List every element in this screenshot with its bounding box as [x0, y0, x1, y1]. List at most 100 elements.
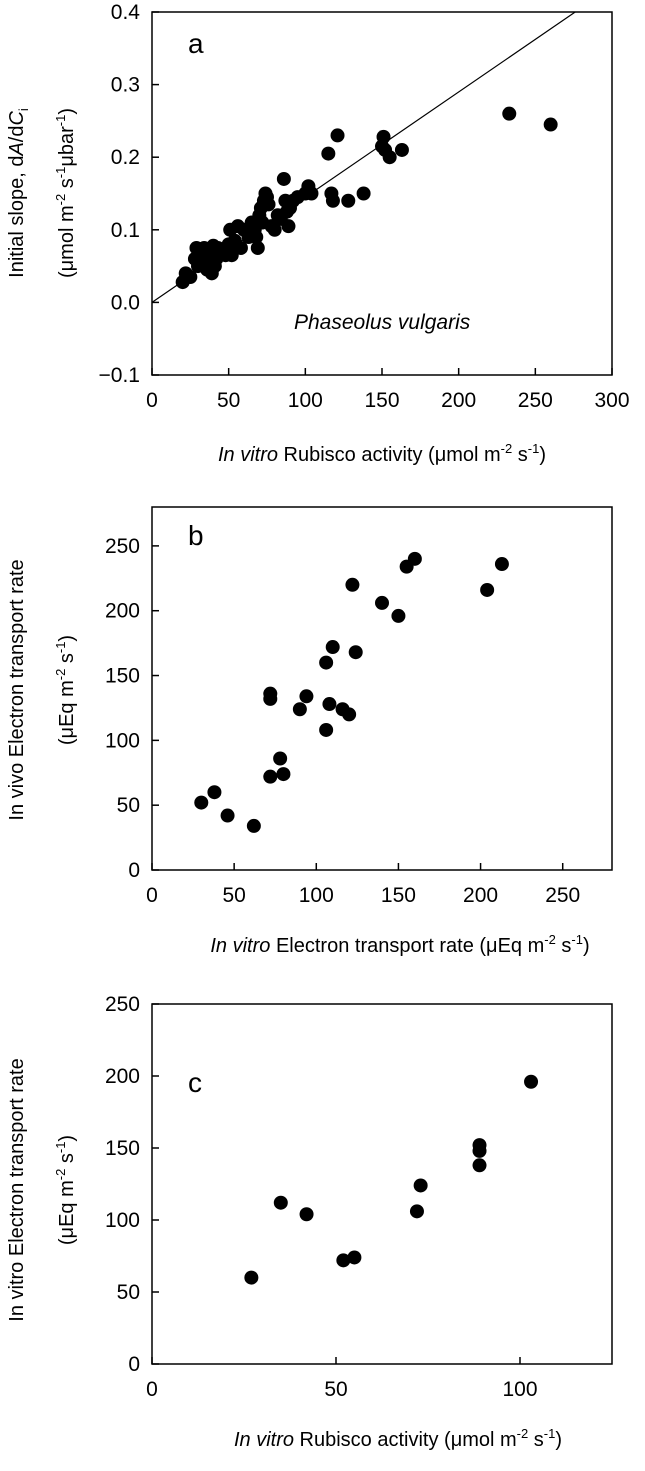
- panel-b-data-point: [494, 557, 509, 572]
- panel-c: 0 50 100 0 50 100 150 200 250 c In vitro Rubisc…: [6, 993, 613, 1451]
- panel-b-frame: [151, 506, 613, 871]
- panel-a-x-tick-label: 100: [288, 389, 323, 412]
- panel-b-points: [194, 551, 509, 833]
- panel-b-data-point: [319, 722, 334, 737]
- panel-b-data-point: [246, 818, 261, 833]
- panel-c-x-ticks: 0 50 100: [146, 1357, 538, 1401]
- panel-b-data-point: [348, 645, 363, 660]
- panel-c-x-tick-label: 0: [146, 1378, 158, 1401]
- panel-a-y-tick-label: 0.1: [111, 219, 140, 242]
- panel-b-x-ticks: 0 50 100 150 200 250: [146, 863, 580, 907]
- panel-a-y-tick-label: 0.3: [111, 74, 140, 97]
- panel-b-data-point: [325, 640, 340, 655]
- panel-c-y-tick-label: 250: [105, 993, 140, 1016]
- panel-b-y-label-line2: (μEq m-2 s-1): [53, 635, 78, 745]
- panel-b-data-point: [375, 595, 389, 610]
- panel-c-y-tick-label: 150: [105, 1137, 140, 1160]
- panel-c-x-label: In vitro Rubisco activity (μmol m-2 s-1): [234, 1426, 562, 1451]
- panel-b-data-point: [276, 767, 291, 782]
- panel-a-annotation: Phaseolus vulgaris: [294, 311, 471, 334]
- panel-a-y-ticks: −0.1 0.0 0.1 0.2 0.3 0.4: [99, 1, 159, 387]
- panel-a-x-tick-label: 150: [364, 389, 399, 412]
- panel-a-data-point: [321, 146, 336, 161]
- panel-a-y-label-line2: (μmol m-2 s-1μbar-1): [53, 108, 78, 278]
- panel-a-y-tick-label: 0.4: [111, 1, 141, 24]
- panel-a-data-point: [267, 222, 282, 237]
- panel-a-data-point: [281, 219, 296, 234]
- panel-c-points: [244, 1074, 539, 1285]
- panel-c-data-point: [347, 1250, 362, 1265]
- panel-b-y-tick-label: 0: [128, 859, 140, 882]
- panel-a-letter: a: [188, 28, 204, 59]
- panel-c-data-point: [336, 1253, 351, 1268]
- panel-b-data-point: [292, 702, 307, 717]
- panel-c-data-point: [472, 1158, 487, 1173]
- panel-c-y-tick-label: 0: [128, 1353, 140, 1376]
- panel-c-x-tick-label: 50: [324, 1378, 347, 1401]
- panel-a-x-tick-label: 250: [518, 389, 553, 412]
- panel-b-data-point: [407, 551, 422, 566]
- panel-b-y-tick-label: 100: [105, 729, 140, 752]
- panel-a-data-point: [325, 193, 340, 208]
- panel-b-x-label: In vitro Electron transport rate (μEq m-…: [210, 932, 589, 957]
- panel-b-data-point: [299, 689, 314, 704]
- panel-a-data-point: [249, 230, 264, 245]
- panel-b-y-tick-label: 50: [117, 794, 140, 817]
- panel-a-data-point: [376, 129, 391, 144]
- panel-a-data-point: [341, 193, 356, 208]
- panel-b-y-tick-label: 150: [105, 665, 140, 688]
- panel-a-data-point: [543, 117, 558, 132]
- panel-a-data-point: [233, 240, 248, 255]
- panel-c-frame: [151, 1003, 613, 1365]
- panel-b-data-point: [322, 697, 337, 712]
- panel-c-x-tick-label: 100: [502, 1378, 537, 1401]
- panel-a-data-point: [330, 128, 345, 143]
- panel-a-y-label-line1: Initial slope, dA/dCi: [6, 108, 31, 278]
- panel-b-data-point: [319, 655, 334, 670]
- panel-a-data-point: [394, 142, 409, 157]
- panel-a-x-tick-label: 0: [146, 389, 158, 412]
- panel-b-data-point: [391, 608, 406, 623]
- panel-c-letter: c: [188, 1067, 202, 1098]
- panel-a-x-ticks: 0 50 100 150 200 250 300: [146, 368, 630, 412]
- panel-b-data-point: [263, 691, 278, 706]
- panel-b-y-ticks: 0 50 100 150 200 250: [105, 535, 159, 882]
- panel-a-data-point: [502, 106, 517, 121]
- panel-c-data-point: [299, 1207, 314, 1222]
- panel-b-x-tick-label: 200: [463, 884, 498, 907]
- panel-c-y-tick-label: 100: [105, 1209, 140, 1232]
- panel-a-data-point: [304, 186, 319, 201]
- panel-b-data-point: [480, 582, 495, 597]
- panel-c-y-tick-label: 200: [105, 1065, 140, 1088]
- panel-a-data-point: [356, 186, 371, 201]
- panel-c-y-tick-label: 50: [117, 1281, 140, 1304]
- panel-b-data-point: [207, 785, 222, 800]
- panel-b-x-tick-label: 50: [222, 884, 245, 907]
- panel-b-x-tick-label: 100: [299, 884, 334, 907]
- panel-b-data-point: [194, 795, 209, 810]
- panel-a-y-tick-label: −0.1: [99, 364, 140, 387]
- panel-b-data-point: [263, 769, 278, 784]
- panel-a-data-point: [276, 171, 291, 186]
- panel-c-y-label-line1: In vitro Electron transport rate: [6, 1058, 28, 1321]
- panel-c-data-point: [273, 1195, 288, 1210]
- panel-c-data-point: [413, 1178, 428, 1193]
- panel-c-data-point: [244, 1270, 259, 1285]
- panel-c-data-point: [409, 1204, 424, 1219]
- panel-b-y-tick-label: 250: [105, 535, 140, 558]
- panel-a-x-tick-label: 200: [441, 389, 476, 412]
- panel-a-data-point: [183, 269, 198, 284]
- panel-a-points: [175, 106, 558, 290]
- panel-b-data-point: [345, 577, 360, 592]
- panel-a-x-tick-label: 50: [217, 389, 240, 412]
- panel-c-data-point: [472, 1143, 487, 1158]
- panel-b-data-point: [273, 751, 288, 766]
- panel-a-x-tick-label: 300: [594, 389, 629, 412]
- panel-b-y-tick-label: 200: [105, 600, 140, 623]
- panel-b-data-point: [342, 707, 357, 722]
- panel-a-x-label: In vitro Rubisco activity (μmol m-2 s-1): [218, 441, 546, 466]
- panel-b-letter: b: [188, 520, 204, 551]
- panel-a-y-tick-label: 0.2: [111, 146, 140, 169]
- panel-c-y-label-line2: (μEq m-2 s-1): [53, 1135, 78, 1245]
